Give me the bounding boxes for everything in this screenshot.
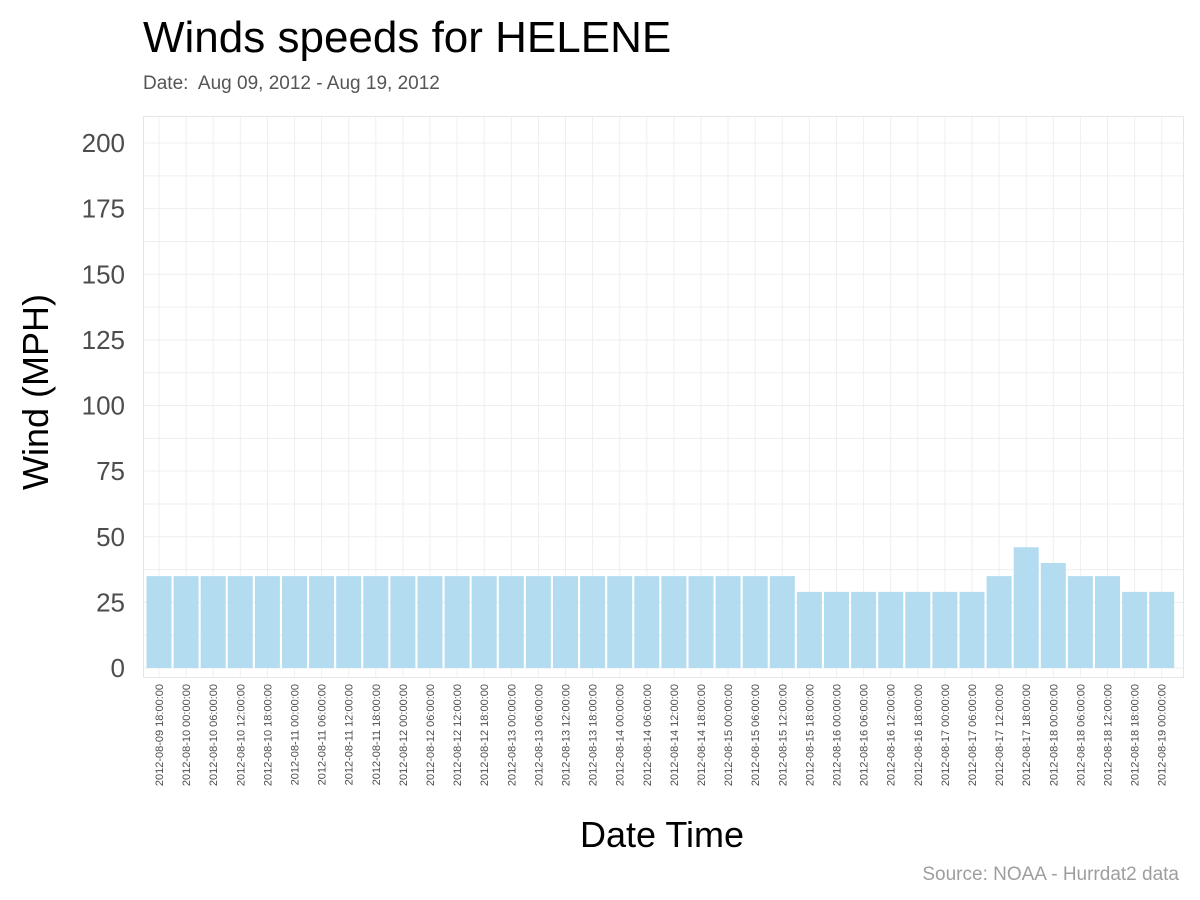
x-tick-label: 2012-08-11 00:00:00 xyxy=(290,684,302,785)
x-tick-label: 2012-08-10 06:00:00 xyxy=(208,684,220,786)
y-tick-label: 200 xyxy=(82,128,125,158)
bar xyxy=(471,576,497,668)
x-tick-label: 2012-08-13 12:00:00 xyxy=(561,684,573,786)
bar xyxy=(200,576,226,668)
x-tick-label: 2012-08-14 12:00:00 xyxy=(669,684,681,786)
bar xyxy=(282,576,307,668)
x-tick-label: 2012-08-15 06:00:00 xyxy=(750,684,762,786)
bar xyxy=(309,576,335,668)
x-tick-label: 2012-08-19 00:00:00 xyxy=(1157,684,1169,786)
x-tick-label: 2012-08-13 18:00:00 xyxy=(588,684,600,786)
x-tick-label: 2012-08-14 00:00:00 xyxy=(615,684,627,786)
x-tick-label: 2012-08-14 06:00:00 xyxy=(642,684,654,786)
bar xyxy=(715,576,741,668)
x-axis: 2012-08-09 18:00:00 2012-08-10 00:00:00 20… xyxy=(154,684,1169,786)
x-tick-label: 2012-08-17 00:00:00 xyxy=(940,684,952,786)
y-tick-label: 25 xyxy=(96,587,125,617)
x-axis-title: Date Time xyxy=(580,814,744,855)
x-tick-label: 2012-08-17 06:00:00 xyxy=(967,684,979,786)
bar xyxy=(634,576,660,668)
bar xyxy=(553,576,578,668)
x-tick-label: 2012-08-12 00:00:00 xyxy=(398,684,410,786)
plot-panel xyxy=(143,116,1184,678)
bar xyxy=(146,576,172,668)
bar xyxy=(363,576,389,668)
bar xyxy=(878,591,904,668)
x-tick-label: 2012-08-15 00:00:00 xyxy=(723,684,735,786)
bar xyxy=(336,576,362,668)
x-tick-label: 2012-08-09 18:00:00 xyxy=(154,684,166,786)
y-tick-label: 75 xyxy=(96,456,125,486)
bar xyxy=(851,591,877,668)
bar xyxy=(607,576,633,668)
x-tick-label: 2012-08-13 00:00:00 xyxy=(506,684,518,786)
y-tick-label: 0 xyxy=(111,653,125,683)
x-tick-label: 2012-08-15 18:00:00 xyxy=(804,684,816,786)
x-tick-label: 2012-08-15 12:00:00 xyxy=(777,684,789,786)
x-tick-label: 2012-08-10 00:00:00 xyxy=(181,684,193,786)
bars xyxy=(146,547,1175,668)
x-tick-label: 2012-08-11 06:00:00 xyxy=(317,684,329,785)
bar xyxy=(390,576,416,668)
bar xyxy=(742,576,768,668)
x-tick-label: 2012-08-12 06:00:00 xyxy=(425,684,437,786)
bar xyxy=(824,591,849,668)
x-tick-label: 2012-08-11 12:00:00 xyxy=(344,684,356,785)
y-tick-label: 100 xyxy=(82,391,125,421)
x-tick-label: 2012-08-12 18:00:00 xyxy=(479,684,491,786)
bar xyxy=(1149,591,1175,668)
bar xyxy=(498,576,524,668)
bar xyxy=(444,576,470,668)
y-tick-label: 125 xyxy=(82,325,125,355)
chart-caption: Source: NOAA - Hurrdat2 data xyxy=(922,864,1179,885)
bar xyxy=(1013,547,1039,668)
bar xyxy=(932,591,958,668)
y-tick-label: 50 xyxy=(96,522,125,552)
chart-title: Winds speeds for HELENE xyxy=(143,13,671,62)
x-tick-label: 2012-08-13 06:00:00 xyxy=(533,684,545,786)
bar xyxy=(986,576,1012,668)
y-tick-label: 175 xyxy=(82,194,125,224)
bar xyxy=(525,576,551,668)
x-tick-label: 2012-08-18 00:00:00 xyxy=(1048,684,1060,786)
bar xyxy=(580,576,606,668)
x-tick-label: 2012-08-16 00:00:00 xyxy=(832,684,844,786)
y-axis: 0 25 50 75 100 125 150 175 200 xyxy=(82,128,125,683)
x-tick-label: 2012-08-18 18:00:00 xyxy=(1130,684,1142,786)
bar xyxy=(1067,576,1093,668)
x-tick-label: 2012-08-11 18:00:00 xyxy=(371,684,383,785)
x-tick-label: 2012-08-17 12:00:00 xyxy=(994,684,1006,786)
bar xyxy=(661,576,687,668)
bar xyxy=(173,576,199,668)
bar xyxy=(227,576,253,668)
bar xyxy=(254,576,280,668)
x-tick-label: 2012-08-18 06:00:00 xyxy=(1075,684,1087,786)
chart-subtitle: Date: Aug 09, 2012 - Aug 19, 2012 xyxy=(143,73,440,94)
x-tick-label: 2012-08-16 12:00:00 xyxy=(886,684,898,786)
bar xyxy=(1040,563,1066,668)
bar xyxy=(769,576,795,668)
x-tick-label: 2012-08-16 18:00:00 xyxy=(913,684,925,786)
x-tick-label: 2012-08-10 12:00:00 xyxy=(235,684,247,786)
bar xyxy=(688,576,714,668)
y-tick-label: 150 xyxy=(82,259,125,289)
bar xyxy=(959,591,985,668)
x-tick-label: 2012-08-18 12:00:00 xyxy=(1103,684,1115,786)
x-tick-label: 2012-08-16 06:00:00 xyxy=(859,684,871,786)
x-tick-label: 2012-08-17 18:00:00 xyxy=(1021,684,1033,786)
x-tick-label: 2012-08-14 18:00:00 xyxy=(696,684,708,786)
bar xyxy=(417,576,443,668)
bar xyxy=(796,591,822,668)
grid xyxy=(144,117,1183,677)
bar xyxy=(1122,591,1148,668)
bar xyxy=(1095,576,1120,668)
bar xyxy=(905,591,931,668)
x-tick-label: 2012-08-10 18:00:00 xyxy=(262,684,274,786)
x-tick-label: 2012-08-12 12:00:00 xyxy=(452,684,464,786)
y-axis-title: Wind (MPH) xyxy=(15,294,56,490)
